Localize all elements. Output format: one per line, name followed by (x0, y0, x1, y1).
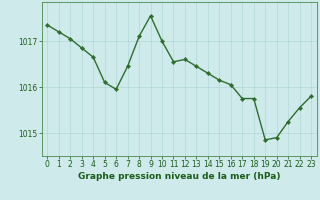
X-axis label: Graphe pression niveau de la mer (hPa): Graphe pression niveau de la mer (hPa) (78, 172, 280, 181)
